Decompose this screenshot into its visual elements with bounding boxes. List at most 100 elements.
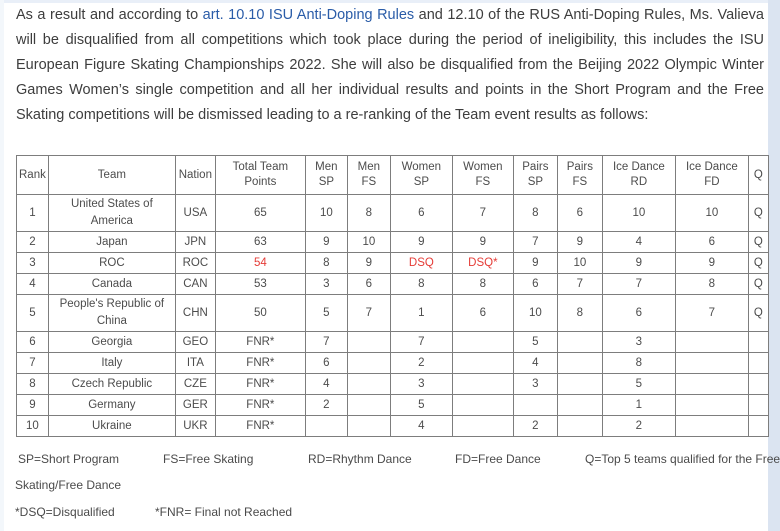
table-cell: 3 — [601, 331, 676, 353]
table-cell: Canada — [47, 273, 176, 295]
column-header: Rank — [16, 155, 49, 195]
table-cell: DSQ — [389, 252, 453, 274]
table-cell: FNR* — [214, 394, 306, 416]
table-cell: 9 — [16, 394, 49, 416]
table-cell: 6 — [556, 194, 603, 232]
table-cell: 6 — [304, 352, 348, 374]
table-cell — [747, 331, 769, 353]
table-cell — [346, 373, 391, 395]
table-row: 4 Canada CAN 53 3 6 8 8 6 7 7 8 Q — [16, 273, 769, 295]
table-cell — [556, 352, 603, 374]
column-header: Ice Dance FD — [674, 155, 749, 195]
table-cell: 3 — [512, 373, 558, 395]
table-cell: 5 — [601, 373, 676, 395]
table-cell: 2 — [601, 415, 676, 437]
table-cell: 4 — [16, 273, 49, 295]
table-cell: 9 — [674, 252, 749, 274]
table-cell: ROC — [47, 252, 176, 274]
table-cell: 6 — [674, 231, 749, 253]
table-cell: 8 — [674, 273, 749, 295]
table-cell: 2 — [389, 352, 453, 374]
table-cell: 4 — [601, 231, 676, 253]
scrollbar-track[interactable] — [768, 0, 780, 531]
table-cell: FNR* — [214, 415, 306, 437]
table-cell: CAN — [174, 273, 216, 295]
table-cell: 10 — [556, 252, 603, 274]
table-cell: 9 — [451, 231, 514, 253]
legend-item-rd: RD=Rhythm Dance — [308, 452, 412, 466]
table-cell — [346, 352, 391, 374]
anti-doping-rules-link[interactable]: art. 10.10 ISU Anti-Doping Rules — [202, 7, 415, 23]
table-cell — [556, 373, 603, 395]
table-cell: Q — [747, 273, 769, 295]
table-cell: 3 — [304, 273, 348, 295]
table-cell: 10 — [346, 231, 391, 253]
table-cell — [556, 394, 603, 416]
table-cell: 10 — [674, 194, 749, 232]
table-cell: CZE — [174, 373, 216, 395]
top-edge — [0, 0, 780, 3]
table-cell — [451, 331, 514, 353]
table-cell: 9 — [512, 252, 558, 274]
table-cell: Japan — [47, 231, 176, 253]
table-cell — [747, 352, 769, 374]
table-cell — [556, 331, 603, 353]
table-cell: GER — [174, 394, 216, 416]
paragraph-text-after: and 12.10 of the RUS Anti-Doping Rules, … — [16, 7, 764, 123]
table-cell: 54 — [214, 252, 306, 274]
table-cell: 9 — [389, 231, 453, 253]
table-cell — [747, 373, 769, 395]
column-header: Pairs FS — [556, 155, 603, 195]
table-cell: FNR* — [214, 352, 306, 374]
table-cell — [674, 352, 749, 374]
table-row: 5 People's Republic of China CHN 50 5 7 1 6 10 8 6… — [16, 294, 769, 332]
table-cell: 63 — [214, 231, 306, 253]
legend-item-sp: SP=Short Program — [18, 452, 120, 466]
table-cell: GEO — [174, 331, 216, 353]
table-cell: 5 — [304, 294, 348, 332]
table-cell: 1 — [389, 294, 453, 332]
table-cell: 6 — [346, 273, 391, 295]
table-cell: 8 — [451, 273, 514, 295]
table-cell: 10 — [512, 294, 558, 332]
table-row: 8 Czech Republic CZE FNR* 4 3 3 5 — [16, 373, 769, 395]
table-cell — [674, 394, 749, 416]
table-cell: 1 — [16, 194, 49, 232]
table-cell: 1 — [601, 394, 676, 416]
column-header: Q — [747, 155, 769, 195]
table-cell — [451, 415, 514, 437]
table-cell: Germany — [47, 394, 176, 416]
table-row: 6 Georgia GEO FNR* 7 7 5 3 — [16, 331, 769, 353]
column-header: Ice Dance RD — [601, 155, 676, 195]
table-cell: 4 — [512, 352, 558, 374]
legend: SP=Short Program FS=Free Skating RD=Rhyt… — [15, 440, 780, 530]
table-row: 1 United States of America USA 65 10 8 6 7 8 6 10 1… — [16, 194, 769, 232]
table-cell: 3 — [16, 252, 49, 274]
table-cell — [512, 394, 558, 416]
table-cell — [674, 331, 749, 353]
table-row: 9 Germany GER FNR* 2 5 1 — [16, 394, 769, 416]
column-header: Nation — [174, 155, 216, 195]
table-cell: 10 — [304, 194, 348, 232]
table-cell: Ukraine — [47, 415, 176, 437]
table-cell — [451, 352, 514, 374]
table-cell — [304, 415, 348, 437]
table-cell: FNR* — [214, 331, 306, 353]
table-cell: 65 — [214, 194, 306, 232]
table-cell: USA — [174, 194, 216, 232]
table-cell — [346, 394, 391, 416]
team-event-results-table: Rank Team Nation Total Team Points Men SP Men… — [16, 155, 769, 437]
table-cell: 8 — [512, 194, 558, 232]
table-cell: FNR* — [214, 373, 306, 395]
legend-item-q: Q=Top 5 teams qualified for the Free — [585, 452, 780, 466]
table-cell: 9 — [556, 231, 603, 253]
table-cell: ITA — [174, 352, 216, 374]
table-cell: 7 — [601, 273, 676, 295]
table-cell: JPN — [174, 231, 216, 253]
table-cell: 5 — [389, 394, 453, 416]
table-cell: 9 — [304, 231, 348, 253]
table-cell: 6 — [451, 294, 514, 332]
legend-item-q-continuation: Skating/Free Dance — [15, 478, 122, 492]
table-cell — [346, 331, 391, 353]
table-cell: 9 — [601, 252, 676, 274]
